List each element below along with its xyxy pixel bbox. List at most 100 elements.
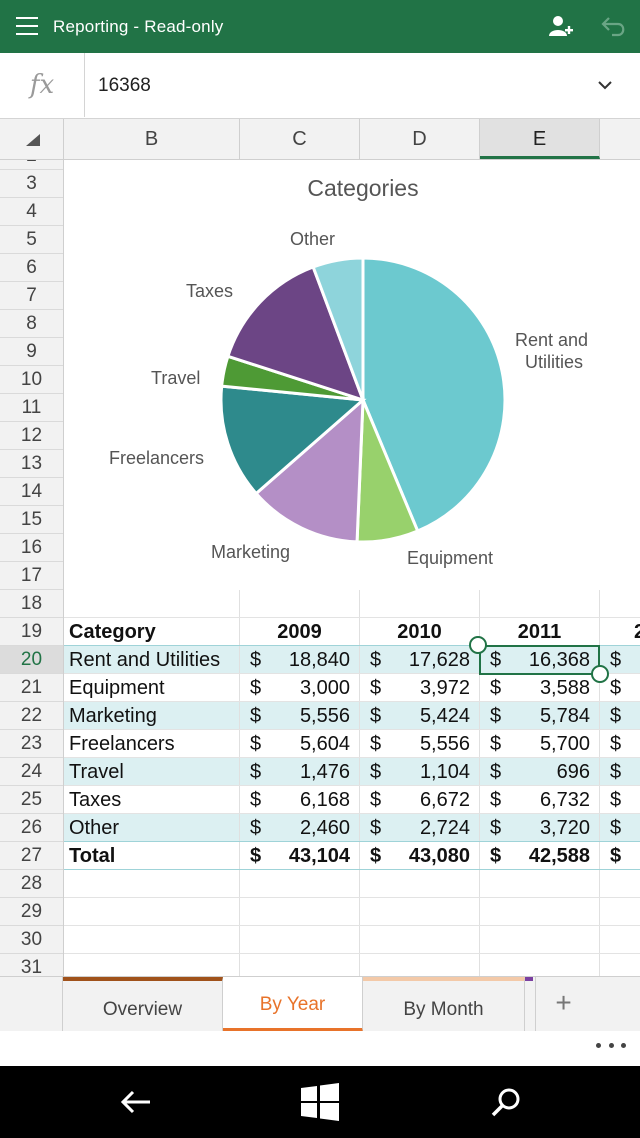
- fx-label[interactable]: fx: [0, 53, 85, 117]
- formula-input[interactable]: 16368: [98, 75, 151, 96]
- table-cell-category[interactable]: Freelancers: [69, 733, 175, 755]
- table-cell-value[interactable]: 17,628: [408, 649, 470, 671]
- total-value[interactable]: 43,104: [288, 845, 350, 867]
- more-options-icon[interactable]: [596, 1043, 626, 1051]
- table-cell-value[interactable]: 1,476: [299, 761, 350, 783]
- row-header[interactable]: 2: [0, 160, 63, 170]
- pie-chart[interactable]: Categories Rent and Utilities Equipment M…: [65, 160, 640, 590]
- row-header[interactable]: 17: [0, 562, 63, 590]
- add-person-icon[interactable]: [548, 14, 574, 40]
- row-header[interactable]: 23: [0, 730, 63, 758]
- pie-slice-rent-and-utilities[interactable]: [361, 256, 507, 534]
- table-cell-value[interactable]: 3,588: [539, 677, 590, 699]
- table-cell-category[interactable]: Other: [69, 817, 120, 839]
- table-cell-value[interactable]: 6,672: [419, 789, 470, 811]
- row-header[interactable]: 30: [0, 926, 63, 954]
- table-cell-category[interactable]: Travel: [69, 761, 124, 783]
- selection-handle-bottom[interactable]: [591, 665, 609, 683]
- formula-bar: fx 16368: [0, 53, 640, 119]
- header-2010[interactable]: 2010: [397, 621, 442, 643]
- table-cell-value[interactable]: 1,104: [419, 761, 470, 783]
- currency-symbol: $: [370, 705, 382, 727]
- column-header-c[interactable]: C: [240, 119, 360, 159]
- row-header[interactable]: 11: [0, 394, 63, 422]
- column-header-d[interactable]: D: [360, 119, 480, 159]
- pie-slice-taxes[interactable]: [226, 265, 366, 403]
- column-header-e[interactable]: E: [480, 119, 600, 159]
- currency-symbol: $: [370, 761, 382, 783]
- table-cell-category[interactable]: Rent and Utilities: [69, 649, 221, 671]
- total-label[interactable]: Total: [69, 845, 116, 867]
- row-header[interactable]: 9: [0, 338, 63, 366]
- row-header[interactable]: 22: [0, 702, 63, 730]
- row-header[interactable]: 13: [0, 450, 63, 478]
- row-header[interactable]: 10: [0, 366, 63, 394]
- currency-symbol: $: [610, 733, 622, 755]
- row-header[interactable]: 6: [0, 254, 63, 282]
- table-cell-value[interactable]: 2,460: [299, 817, 350, 839]
- row-header[interactable]: 31: [0, 954, 63, 976]
- table-cell-value[interactable]: 5,556: [419, 733, 470, 755]
- pie-slice-freelancers[interactable]: [219, 384, 367, 496]
- table-cell-value[interactable]: 2,724: [419, 817, 470, 839]
- row-header[interactable]: 27: [0, 842, 63, 870]
- pie-slice-other[interactable]: [311, 256, 365, 401]
- table-cell-value[interactable]: 5,424: [419, 705, 470, 727]
- table-cell-value[interactable]: 696: [556, 761, 590, 783]
- select-all-corner[interactable]: [0, 119, 64, 159]
- table-cell-category[interactable]: Marketing: [69, 705, 157, 727]
- table-cell-value[interactable]: 18,840: [288, 649, 350, 671]
- pie-slice-marketing[interactable]: [254, 396, 365, 544]
- currency-symbol: $: [610, 705, 622, 727]
- title-bar: Reporting - Read-only: [0, 0, 640, 53]
- header-2009[interactable]: 2009: [277, 621, 322, 643]
- header-2012-partial[interactable]: 2: [634, 621, 640, 643]
- row-header[interactable]: 3: [0, 170, 63, 198]
- windows-start-button[interactable]: [280, 1066, 360, 1138]
- table-cell-value[interactable]: 3,720: [539, 817, 590, 839]
- row-header[interactable]: 15: [0, 506, 63, 534]
- table-cell-value[interactable]: 5,604: [299, 733, 350, 755]
- selection-handle-top[interactable]: [469, 636, 487, 654]
- total-value[interactable]: 43,080: [408, 845, 470, 867]
- table-cell-value[interactable]: 3,972: [419, 677, 470, 699]
- row-header-selected[interactable]: 20: [0, 646, 63, 674]
- total-value[interactable]: 42,588: [528, 845, 590, 867]
- table-cell-category[interactable]: Equipment: [69, 677, 165, 699]
- header-2011[interactable]: 2011: [517, 621, 562, 643]
- table-cell-value[interactable]: 6,168: [299, 789, 350, 811]
- tab-by-year[interactable]: By Year: [223, 977, 363, 1032]
- back-button[interactable]: [96, 1066, 176, 1138]
- header-category[interactable]: Category: [69, 621, 156, 643]
- table-cell-value[interactable]: 5,700: [539, 733, 590, 755]
- row-header[interactable]: 21: [0, 674, 63, 702]
- row-header[interactable]: 16: [0, 534, 63, 562]
- row-header[interactable]: 12: [0, 422, 63, 450]
- hamburger-menu-icon[interactable]: [16, 16, 38, 36]
- table-cell-value[interactable]: 5,556: [299, 705, 350, 727]
- row-header[interactable]: 4: [0, 198, 63, 226]
- row-header[interactable]: 24: [0, 758, 63, 786]
- column-header-b[interactable]: B: [64, 119, 240, 159]
- row-header[interactable]: 28: [0, 870, 63, 898]
- row-header[interactable]: 29: [0, 898, 63, 926]
- row-header[interactable]: 25: [0, 786, 63, 814]
- table-cell-value[interactable]: 5,784: [539, 705, 590, 727]
- row-header[interactable]: 5: [0, 226, 63, 254]
- row-header[interactable]: 14: [0, 478, 63, 506]
- table-cell-value[interactable]: 3,000: [299, 677, 350, 699]
- row-header[interactable]: 26: [0, 814, 63, 842]
- row-header[interactable]: 19: [0, 618, 63, 646]
- search-button[interactable]: [466, 1066, 546, 1138]
- chevron-down-icon[interactable]: [597, 79, 613, 91]
- add-sheet-button[interactable]: +: [535, 977, 591, 1032]
- tab-overview[interactable]: Overview: [63, 977, 223, 1032]
- row-header[interactable]: 7: [0, 282, 63, 310]
- table-cell-value[interactable]: 16,368: [528, 649, 590, 671]
- row-header[interactable]: 8: [0, 310, 63, 338]
- tab-by-month[interactable]: By Month: [363, 977, 525, 1032]
- table-cell-category[interactable]: Taxes: [69, 789, 122, 811]
- row-header[interactable]: 18: [0, 590, 63, 618]
- table-cell-value[interactable]: 6,732: [539, 789, 590, 811]
- undo-icon[interactable]: [600, 15, 628, 37]
